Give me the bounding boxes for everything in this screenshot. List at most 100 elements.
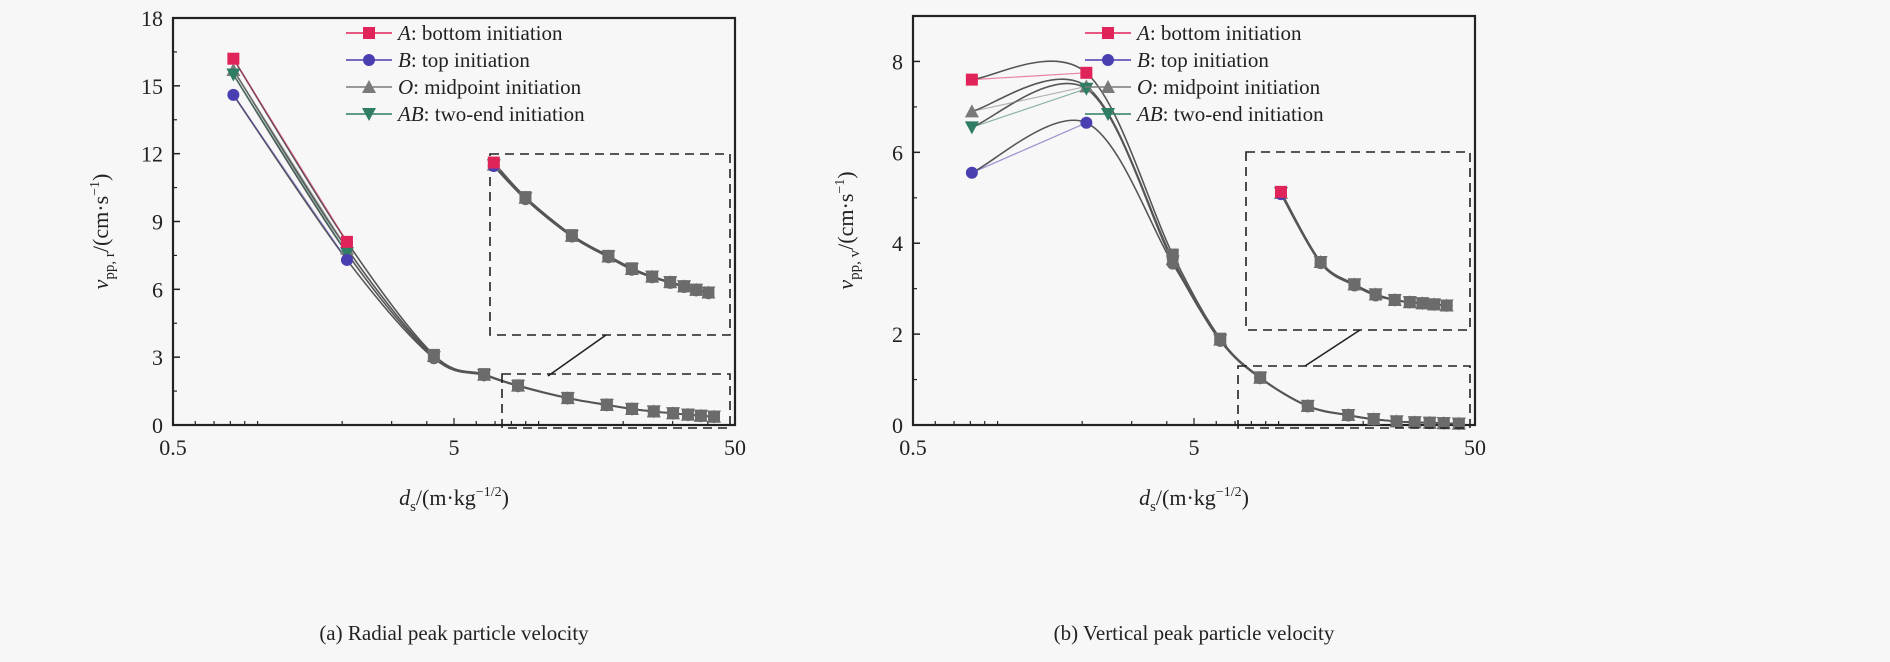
legend-name: midpoint initiation (424, 75, 581, 99)
data-point-A (427, 348, 440, 361)
legend-key: A (1135, 21, 1150, 45)
y-tick-label: 0 (892, 413, 903, 438)
x-label-subscript: s (1150, 499, 1156, 515)
legend-item-A: A: bottom initiation (346, 21, 563, 45)
inset-data-point-A (1403, 296, 1416, 309)
y-label-subscript: pp, r (102, 252, 118, 280)
inset-connector (1304, 329, 1361, 367)
series-line-tint-A (232, 58, 348, 243)
data-point-AB (339, 247, 354, 261)
data-point-AB (964, 121, 979, 135)
inset-data-point-A (1416, 297, 1429, 310)
legend-key: AB (396, 102, 424, 126)
legend-label: O: midpoint initiation (398, 75, 582, 99)
data-point-A (965, 73, 978, 86)
legend-colon: : (1150, 21, 1161, 45)
y-tick-label: 3 (152, 345, 163, 370)
inset-box (489, 153, 731, 336)
legend-name: top initiation (422, 48, 530, 72)
legend-key: B (398, 48, 411, 72)
x-tick-label: 5 (1189, 435, 1200, 460)
data-point-A (1367, 413, 1380, 426)
x-label-close: ) (502, 485, 509, 510)
legend-item-AB: AB: two-end initiation (1085, 102, 1324, 126)
zoom-region-box (1237, 365, 1471, 429)
legend-key: AB (1135, 102, 1163, 126)
inset-data-point-A (602, 249, 615, 262)
legend-item-B: B: top initiation (1085, 48, 1269, 72)
legend-marker-square-icon (363, 27, 375, 39)
data-point-B (340, 253, 353, 266)
x-label-close: ) (1242, 485, 1249, 510)
data-point-A (694, 409, 707, 422)
inset-data-point-A (487, 156, 500, 169)
inset-data-point-A (690, 283, 703, 296)
inset-data-point-A (625, 262, 638, 275)
legend-name: two-end initiation (1174, 102, 1324, 126)
x-tick-label: 5 (449, 435, 460, 460)
inset-data-point-A (565, 229, 578, 242)
y-tick-label: 18 (141, 6, 163, 31)
y-tick-label: 2 (892, 322, 903, 347)
legend-label: O: midpoint initiation (1137, 75, 1321, 99)
data-point-B (965, 166, 978, 179)
panel-caption: (a) Radial peak particle velocity (319, 621, 589, 645)
legend-marker-circle-icon (363, 54, 375, 66)
y-axis-label: vpp, r/(cm·s−1) (88, 174, 118, 290)
y-label-symbol: v (88, 279, 113, 289)
y-label-close: ) (88, 174, 113, 181)
x-label-symbol: d (1139, 485, 1151, 510)
data-point-A (626, 402, 639, 415)
legend-item-AB: AB: two-end initiation (346, 102, 585, 126)
y-axis-label: vpp, v/(cm·s−1) (833, 171, 863, 289)
data-point-A (1390, 415, 1403, 428)
inset-data-point-A (519, 191, 532, 204)
series-line-tint-B (232, 94, 348, 261)
y-tick-label: 8 (892, 49, 903, 74)
legend-key: B (1137, 48, 1150, 72)
x-label-symbol: d (399, 485, 411, 510)
inset-data-point-A (1388, 293, 1401, 306)
x-tick-label: 50 (1464, 435, 1486, 460)
x-label-unit: /(m·kg (416, 485, 476, 510)
data-point-B (1166, 257, 1179, 270)
legend-colon: : (411, 48, 422, 72)
legend-marker-circle-icon (1102, 54, 1114, 66)
legend: A: bottom initiation B: top initiation O: … (1085, 21, 1324, 126)
legend-item-O: O: midpoint initiation (346, 75, 582, 99)
inset-data-point-A (1440, 299, 1453, 312)
y-tick-label: 6 (892, 140, 903, 165)
legend-colon: : (1152, 75, 1163, 99)
legend-item-B: B: top initiation (346, 48, 530, 72)
series-line-tint-AB (232, 74, 348, 254)
legend-key: A (396, 21, 411, 45)
x-label-unit: /(m·kg (1156, 485, 1216, 510)
inset-data-point-A (1274, 185, 1287, 198)
data-point-A (1214, 332, 1227, 345)
y-label-unit: /(cm·s (833, 194, 858, 250)
legend-name: bottom initiation (422, 21, 563, 45)
data-point-A (647, 405, 660, 418)
x-label-subscript: s (410, 499, 416, 515)
legend-label: AB: two-end initiation (396, 102, 585, 126)
series-line-tint-O (232, 69, 348, 249)
x-axis-label: ds/(m·kg−1/2) (399, 485, 509, 515)
legend-colon: : (424, 102, 435, 126)
y-label-superscript: −1 (88, 181, 103, 196)
legend-label: A: bottom initiation (396, 21, 563, 45)
series-line-tint-AB (971, 88, 1087, 128)
data-point-A (600, 398, 613, 411)
legend-name: two-end initiation (435, 102, 585, 126)
data-point-A (708, 410, 721, 423)
inset-data-point-A (1314, 256, 1327, 269)
legend-item-O: O: midpoint initiation (1085, 75, 1321, 99)
data-point-A (227, 52, 240, 65)
legend-name: midpoint initiation (1163, 75, 1320, 99)
data-point-A (561, 391, 574, 404)
data-point-A (1437, 417, 1450, 430)
y-label-superscript: −1 (833, 179, 848, 194)
inset-data-point-A (1369, 288, 1382, 301)
y-label-unit: /(cm·s (88, 196, 113, 252)
